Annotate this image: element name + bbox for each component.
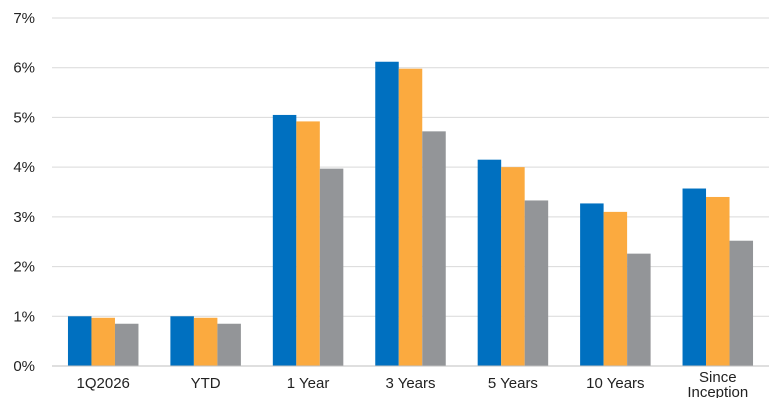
- bar-series-1: [170, 316, 194, 366]
- y-tick-label: 4%: [13, 159, 35, 176]
- bar-series-3: [217, 323, 241, 366]
- bar-series-3: [319, 168, 344, 366]
- bar-series-2: [603, 211, 628, 366]
- bar-series-2: [398, 68, 423, 367]
- y-tick-label: 0%: [13, 358, 35, 375]
- x-category-label: 1 Year: [287, 375, 330, 392]
- y-axis-tick-labels: 0% 1% 2% 3% 4% 5% 6% 7%: [13, 10, 35, 375]
- bars: [67, 61, 754, 367]
- x-category-label: 1Q2026: [77, 375, 130, 392]
- bar-series-3: [524, 200, 549, 366]
- bar-series-1: [477, 159, 502, 366]
- bar-series-1: [580, 203, 604, 366]
- y-tick-label: 1%: [13, 308, 35, 325]
- bar-series-1: [375, 61, 399, 367]
- x-category-label: 10 Years: [586, 375, 644, 392]
- bar-series-1: [67, 316, 92, 366]
- bar-series-1: [272, 114, 297, 366]
- bar-series-3: [627, 253, 651, 366]
- bar-series-2: [296, 121, 320, 366]
- y-tick-label: 3%: [13, 209, 35, 226]
- bar-series-3: [729, 240, 754, 366]
- x-category-label: 3 Years: [385, 375, 435, 392]
- x-category-label: YTD: [191, 375, 221, 392]
- x-category-label: 5 Years: [488, 375, 538, 392]
- y-tick-label: 7%: [13, 10, 35, 27]
- y-tick-label: 2%: [13, 259, 35, 276]
- bar-series-2: [193, 317, 218, 366]
- bar-series-1: [682, 188, 707, 366]
- bar-series-3: [114, 323, 139, 366]
- bar-series-3: [422, 131, 446, 366]
- y-tick-label: 6%: [13, 60, 35, 77]
- bar-series-2: [501, 167, 525, 366]
- x-category-label: Since Inception: [687, 369, 748, 398]
- x-axis-category-labels: 1Q2026 YTD 1 Year 3 Years 5 Years 10 Years Sin…: [77, 369, 749, 398]
- y-tick-label: 5%: [13, 109, 35, 126]
- bar-series-2: [91, 317, 115, 366]
- bar-series-2: [706, 196, 730, 366]
